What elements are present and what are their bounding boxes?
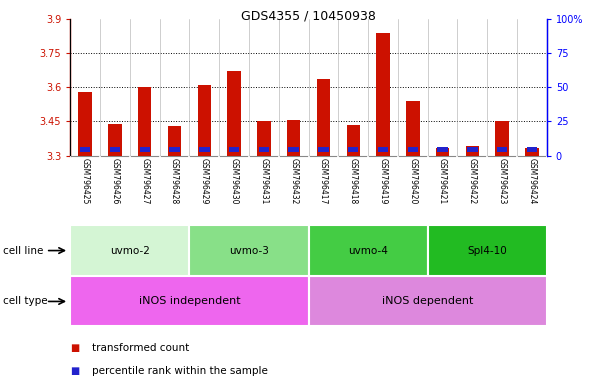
Bar xyxy=(378,147,388,152)
Bar xyxy=(348,147,359,152)
Text: GSM796428: GSM796428 xyxy=(170,157,179,204)
Text: cell type: cell type xyxy=(3,296,48,306)
Bar xyxy=(189,225,309,276)
Bar xyxy=(467,147,478,152)
Text: GDS4355 / 10450938: GDS4355 / 10450938 xyxy=(241,10,376,23)
Bar xyxy=(408,147,418,152)
Bar xyxy=(309,276,547,326)
Bar xyxy=(316,79,330,156)
Text: uvmo-3: uvmo-3 xyxy=(229,245,269,256)
Text: percentile rank within the sample: percentile rank within the sample xyxy=(92,366,268,376)
Bar xyxy=(199,147,210,152)
Bar xyxy=(197,85,211,156)
Bar xyxy=(70,276,309,326)
Bar xyxy=(346,125,360,156)
Bar xyxy=(497,147,507,152)
Bar xyxy=(525,147,539,156)
Bar xyxy=(78,92,92,156)
Bar xyxy=(108,124,122,156)
Text: GSM796422: GSM796422 xyxy=(468,157,477,204)
Bar xyxy=(437,147,448,152)
Bar xyxy=(309,225,428,276)
Text: GSM796421: GSM796421 xyxy=(438,157,447,204)
Text: iNOS independent: iNOS independent xyxy=(139,296,240,306)
Text: GSM796431: GSM796431 xyxy=(260,157,268,204)
Bar xyxy=(436,147,449,156)
Text: GSM796425: GSM796425 xyxy=(81,157,90,204)
Bar xyxy=(287,120,301,156)
Bar xyxy=(139,147,150,152)
Text: GSM796430: GSM796430 xyxy=(230,157,238,204)
Text: uvmo-2: uvmo-2 xyxy=(110,245,150,256)
Bar xyxy=(168,126,181,156)
Text: uvmo-4: uvmo-4 xyxy=(348,245,388,256)
Text: GSM796427: GSM796427 xyxy=(141,157,149,204)
Text: GSM796419: GSM796419 xyxy=(379,157,387,204)
Bar xyxy=(496,121,509,156)
Bar xyxy=(318,147,329,152)
Text: transformed count: transformed count xyxy=(92,343,189,353)
Bar xyxy=(110,147,120,152)
Bar xyxy=(169,147,180,152)
Text: GSM796426: GSM796426 xyxy=(111,157,119,204)
Bar xyxy=(229,147,240,152)
Bar xyxy=(527,147,537,152)
Bar xyxy=(376,33,390,156)
Bar xyxy=(227,71,241,156)
Text: GSM796432: GSM796432 xyxy=(289,157,298,204)
Text: GSM796429: GSM796429 xyxy=(200,157,209,204)
Bar xyxy=(288,147,299,152)
Bar xyxy=(428,225,547,276)
Text: Spl4-10: Spl4-10 xyxy=(467,245,507,256)
Text: GSM796417: GSM796417 xyxy=(319,157,328,204)
Text: GSM796420: GSM796420 xyxy=(408,157,417,204)
Bar xyxy=(466,146,479,156)
Bar xyxy=(406,101,420,156)
Bar xyxy=(70,225,189,276)
Text: ■: ■ xyxy=(70,343,79,353)
Bar xyxy=(138,87,152,156)
Bar xyxy=(258,147,269,152)
Text: cell line: cell line xyxy=(3,245,43,256)
Text: GSM796418: GSM796418 xyxy=(349,157,357,204)
Text: iNOS dependent: iNOS dependent xyxy=(382,296,474,306)
Bar xyxy=(257,121,271,156)
Text: ■: ■ xyxy=(70,366,79,376)
Text: GSM796424: GSM796424 xyxy=(527,157,536,204)
Bar xyxy=(80,147,90,152)
Text: GSM796423: GSM796423 xyxy=(498,157,507,204)
